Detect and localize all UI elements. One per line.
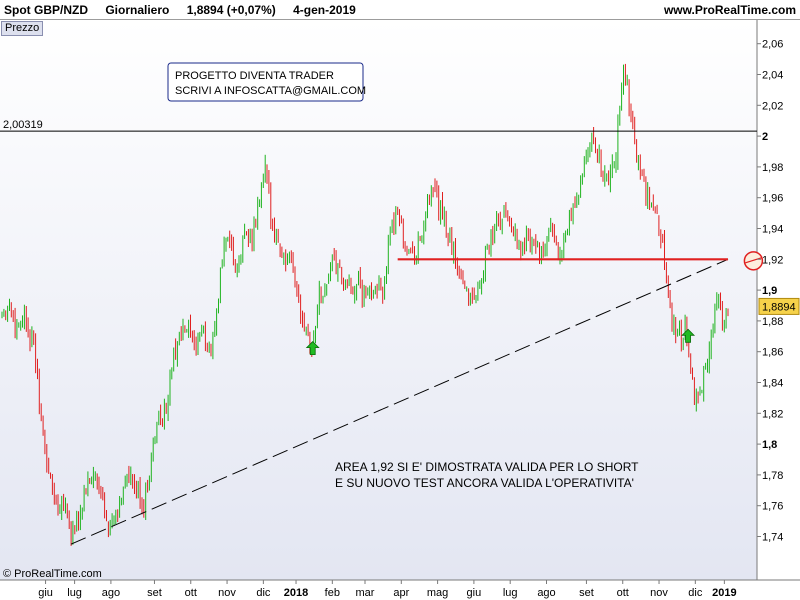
header-info: Spot GBP/NZD Giornaliero 1,8894 (+0,07%)… bbox=[4, 3, 370, 17]
overlay-lines: 2,00319 bbox=[0, 119, 764, 545]
y-tick-label: 1,8 bbox=[762, 439, 777, 451]
x-axis: giu lug ago set ott nov dic 2018 feb mar apr mag giu… bbox=[38, 580, 737, 599]
note-line1: AREA 1,92 SI E' DIMOSTRATA VALIDA PER LO… bbox=[335, 460, 639, 474]
y-tick-label: 2,06 bbox=[762, 39, 783, 51]
trendline bbox=[70, 258, 729, 545]
x-tick-label: 2019 bbox=[712, 587, 736, 599]
x-tick-label: feb bbox=[325, 587, 340, 599]
x-tick-label: ago bbox=[537, 587, 555, 599]
y-tick-label: 1,94 bbox=[762, 224, 783, 236]
x-tick-label: set bbox=[579, 587, 594, 599]
x-tick-label: lug bbox=[503, 587, 518, 599]
info-box bbox=[167, 62, 364, 102]
y-axis: 1,74 1,76 1,78 1,8 1,82 1,84 1,86 1,88 1,9 1,92 1,… bbox=[757, 39, 800, 544]
x-tick-label: 2018 bbox=[284, 587, 308, 599]
panel-label[interactable]: Prezzo bbox=[1, 21, 44, 36]
info-box-line1: PROGETTO DIVENTA TRADER bbox=[175, 70, 334, 82]
x-tick-label: giu bbox=[38, 587, 53, 599]
annotations-layer: PROGETTO DIVENTA TRADER SCRIVI A INFOSCA… bbox=[167, 62, 639, 490]
site-link[interactable]: www.ProRealTime.com bbox=[663, 3, 796, 17]
resistance-label: 2,00319 bbox=[3, 119, 43, 131]
last-price-label: 1,8894 bbox=[762, 301, 796, 313]
plot-background bbox=[0, 20, 757, 580]
y-tick-label: 1,86 bbox=[762, 347, 783, 359]
y-tick-label: 1,88 bbox=[762, 316, 783, 328]
y-tick-label: 1,82 bbox=[762, 408, 783, 420]
copyright: © ProRealTime.com bbox=[3, 568, 102, 580]
y-tick-label: 1,92 bbox=[762, 254, 783, 266]
x-tick-label: ago bbox=[102, 587, 120, 599]
y-tick-label: 1,84 bbox=[762, 378, 783, 390]
y-tick-label: 1,9 bbox=[762, 285, 777, 297]
y-tick-label: 2,04 bbox=[762, 70, 783, 82]
y-tick-label: 2 bbox=[762, 131, 768, 143]
quote-value: 1,8894 (+0,07%) bbox=[186, 3, 276, 17]
last-price-badge bbox=[758, 297, 800, 315]
x-tick-label: giu bbox=[467, 587, 482, 599]
note-line2: E SU NUOVO TEST ANCORA VALIDA L'OPERATIV… bbox=[335, 476, 634, 490]
y-tick-label: 1,98 bbox=[762, 162, 783, 174]
quote-date: 4-gen-2019 bbox=[293, 3, 356, 17]
x-tick-label: apr bbox=[393, 587, 409, 599]
x-tick-label: mag bbox=[427, 587, 448, 599]
y-tick-label: 2,02 bbox=[762, 100, 783, 112]
x-tick-label: ott bbox=[185, 587, 197, 599]
y-tick-label: 1,74 bbox=[762, 532, 783, 544]
x-tick-label: nov bbox=[650, 587, 668, 599]
up-arrow-icon bbox=[681, 328, 696, 343]
up-arrow-icon bbox=[305, 341, 320, 356]
chart-header: Spot GBP/NZD Giornaliero 1,8894 (+0,07%)… bbox=[0, 0, 800, 20]
timeframe[interactable]: Giornaliero bbox=[105, 3, 170, 17]
candles-layer bbox=[1, 63, 729, 546]
info-box-line2: SCRIVI A INFOSCATTA@GMAIL.COM bbox=[175, 85, 366, 97]
circle-marker-line bbox=[745, 257, 762, 264]
instrument-name: Spot GBP/NZD bbox=[4, 3, 88, 17]
y-tick-label: 1,76 bbox=[762, 501, 783, 513]
x-tick-label: ott bbox=[617, 587, 629, 599]
x-tick-label: dic bbox=[688, 587, 703, 599]
x-tick-label: lug bbox=[67, 587, 82, 599]
y-tick-label: 1,78 bbox=[762, 470, 783, 482]
x-tick-label: nov bbox=[218, 587, 236, 599]
x-tick-label: mar bbox=[356, 587, 375, 599]
y-tick-label: 1,96 bbox=[762, 193, 783, 205]
x-tick-label: dic bbox=[256, 587, 271, 599]
x-tick-label: set bbox=[147, 587, 162, 599]
